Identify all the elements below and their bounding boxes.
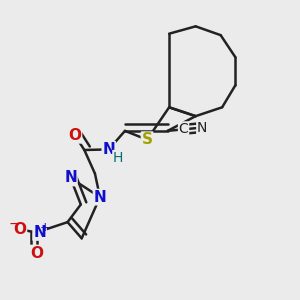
Text: N: N [94, 190, 106, 205]
Text: N: N [33, 225, 46, 240]
Text: N: N [64, 170, 77, 185]
Text: −: − [9, 217, 20, 231]
Text: +: + [39, 220, 50, 234]
Text: N: N [197, 121, 207, 135]
Text: S: S [142, 132, 153, 147]
Text: O: O [14, 222, 26, 237]
Text: N: N [102, 142, 115, 157]
Text: O: O [68, 128, 81, 143]
Text: C: C [179, 122, 188, 136]
Text: H: H [113, 151, 123, 165]
Text: O: O [30, 246, 43, 261]
